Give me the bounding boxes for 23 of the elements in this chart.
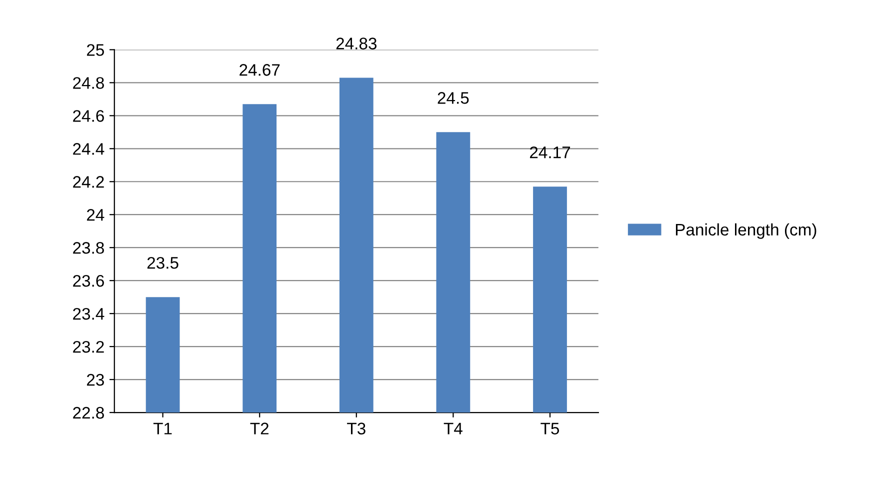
y-tick-label: 24.2 (73, 176, 104, 188)
y-tick-label: 23 (86, 374, 104, 386)
y-tick-label: 24.8 (73, 77, 104, 89)
x-tick-label: T3 (347, 422, 366, 434)
y-tick-label: 24 (86, 209, 104, 221)
data-label: 24.17 (530, 146, 570, 158)
x-tick-label: T4 (444, 422, 462, 434)
y-tick-label: 24.6 (73, 110, 104, 122)
data-label: 23.5 (147, 256, 178, 269)
x-tick-label: T2 (250, 422, 268, 434)
y-tick-label: 23.8 (73, 242, 104, 254)
data-label: 24.83 (336, 38, 377, 50)
data-label: 24.5 (438, 92, 469, 104)
y-tick-label: 24.4 (73, 143, 104, 155)
data-label: 24.67 (240, 64, 280, 76)
y-tick-label: 25 (86, 44, 104, 56)
y-tick-label: 23.6 (73, 274, 104, 287)
x-tick-label: T5 (540, 422, 560, 434)
y-tick-label: 23.4 (73, 308, 104, 320)
x-tick-label: T1 (153, 422, 172, 434)
y-tick-label: 22.8 (73, 406, 104, 419)
y-tick-label: 23.2 (73, 340, 104, 353)
legend-label: Panicle length (cm) (676, 223, 816, 239)
